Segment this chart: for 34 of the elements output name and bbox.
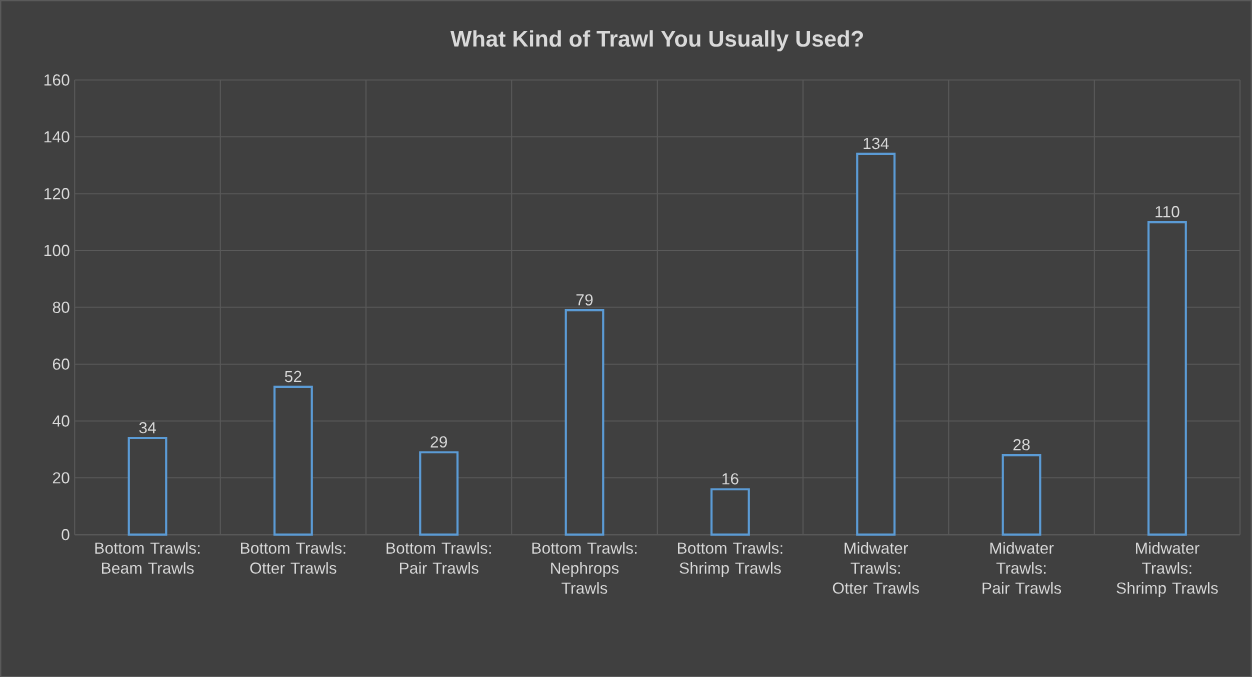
x-tick-label: Bottom Trawls: Beam Trawls: [95, 541, 200, 574]
data-label: 28: [1013, 438, 1030, 451]
y-tick-label: 0: [61, 528, 70, 541]
bar: [856, 152, 896, 536]
y-tick-label: 60: [52, 358, 70, 370]
data-label: 16: [722, 473, 739, 485]
bar: [1001, 453, 1042, 536]
y-tick-label: 140: [44, 131, 70, 143]
data-label: 110: [1155, 205, 1180, 218]
bar: [127, 436, 168, 536]
chart-title: What Kind of Trawl You Usually Used?: [450, 30, 863, 52]
data-label: 134: [863, 137, 889, 149]
data-label: 79: [576, 293, 593, 306]
y-tick-label: 120: [44, 187, 70, 200]
y-tick-label: 100: [44, 244, 70, 256]
bar: [419, 451, 459, 536]
x-tick-label: Bottom Trawls: Pair Trawls: [386, 541, 491, 574]
bar: [1147, 220, 1187, 536]
y-tick-label: 20: [52, 472, 70, 484]
x-tick-label: Bottom Trawls: Nephrops Trawls: [532, 541, 637, 594]
x-tick-label: Midwater Trawls: Shrimp Trawls: [1116, 541, 1218, 597]
x-tick-label: Midwater Trawls: Otter Trawls: [832, 541, 919, 594]
y-tick-label: 160: [44, 74, 70, 86]
data-label: 52: [284, 370, 302, 383]
x-tick-label: Midwater Trawls: Pair Trawls: [982, 541, 1062, 594]
y-tick-label: 80: [52, 301, 70, 313]
x-tick-label: Bottom Trawls: Shrimp Trawls: [678, 541, 783, 577]
bar: [564, 308, 605, 536]
x-tick-label: Bottom Trawls: Otter Trawls: [241, 541, 346, 574]
data-label: 34: [139, 421, 156, 434]
y-tick-label: 40: [52, 415, 70, 427]
data-label: 29: [430, 436, 447, 448]
bar: [710, 487, 750, 536]
bar: [273, 385, 313, 536]
